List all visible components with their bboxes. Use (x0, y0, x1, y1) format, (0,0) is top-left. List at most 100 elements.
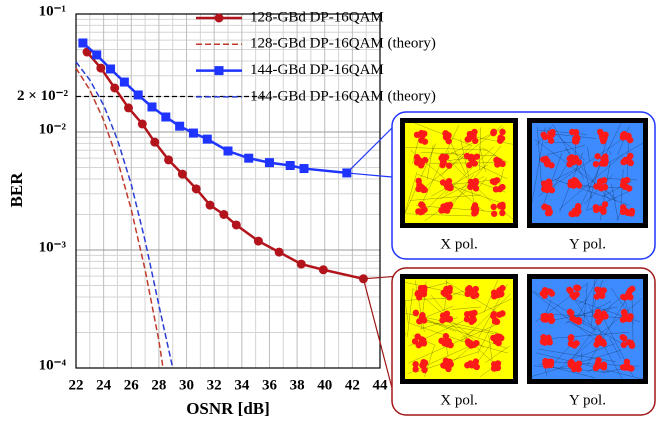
constellation-point (573, 362, 579, 368)
data-point (254, 237, 263, 246)
x-tick-label: 32 (207, 377, 222, 393)
constellation-point (546, 181, 552, 187)
constellation-point (412, 338, 418, 344)
data-point (106, 64, 115, 73)
constellation-point (440, 312, 446, 318)
constellation-point (491, 311, 497, 317)
series-line (76, 68, 163, 368)
constellation-point (601, 177, 607, 183)
legend-label: 144-GBd DP-16QAM (250, 62, 384, 78)
constellation-point (593, 313, 599, 319)
constellation-point (573, 129, 579, 135)
x-tick-label: 42 (345, 377, 360, 393)
constellation-point (547, 130, 553, 136)
constellation-point (627, 287, 633, 293)
constellation-point (464, 311, 470, 317)
constellation-point (445, 341, 451, 347)
y-tick-label: 10⁻³ (39, 239, 67, 255)
constellation-point (545, 210, 551, 216)
constellation-point (467, 184, 473, 190)
constellation-point (422, 360, 428, 366)
data-point (150, 138, 159, 147)
data-point (232, 220, 241, 229)
constellation-point (468, 288, 474, 294)
constellation-point (620, 132, 626, 138)
data-point (286, 161, 295, 170)
constellation-point (445, 132, 451, 138)
constellation-point (496, 159, 502, 165)
constellation-point (544, 187, 550, 193)
constellation-point (623, 183, 629, 189)
data-point (124, 103, 133, 112)
legend-marker (215, 14, 224, 23)
legend-label: 128-GBd DP-16QAM (theory) (250, 36, 436, 52)
constellation-point (602, 184, 608, 190)
data-point (78, 38, 87, 47)
constellation-point (573, 285, 579, 291)
y-tick-label: 10⁻² (39, 121, 67, 137)
data-point (189, 129, 198, 138)
data-point (224, 147, 233, 156)
constellation-point (566, 161, 572, 167)
constellation-point (542, 287, 548, 293)
constellation-point (470, 315, 476, 321)
data-point (110, 83, 119, 92)
x-tick-label: 38 (290, 377, 305, 393)
constellation-point (625, 133, 631, 139)
constellation-point (419, 208, 425, 214)
constellation-point (491, 365, 497, 371)
constellation-point (602, 157, 608, 163)
constellation-point (473, 178, 479, 184)
x-tick-label: 36 (262, 377, 278, 393)
data-point (275, 248, 284, 257)
constellation-point (447, 202, 453, 208)
constellation-point (542, 134, 548, 140)
constellation-point (595, 357, 601, 363)
x-tick-label: 34 (234, 377, 250, 393)
constellation-point (594, 153, 600, 159)
data-point (120, 78, 129, 87)
constellation-point (499, 129, 505, 135)
constellation-point (601, 341, 607, 347)
legend-label: 128-GBd DP-16QAM (250, 9, 384, 25)
constellation-point (548, 318, 554, 324)
constellation-point (472, 138, 478, 144)
constellation-point (546, 337, 552, 343)
constellation-point (499, 204, 505, 210)
y-tick-label: 10⁻⁴ (39, 357, 67, 373)
constellation-point (416, 157, 422, 163)
constellation-point (446, 288, 452, 294)
constellation-point (412, 366, 418, 372)
data-point (161, 113, 170, 122)
constellation-point (620, 204, 626, 210)
data-point (297, 260, 306, 269)
data-point (219, 210, 228, 219)
data-point (96, 64, 105, 73)
constellation-point (413, 310, 419, 316)
constellation-point (474, 153, 480, 159)
y-tick-label: 10⁻¹ (39, 3, 66, 19)
x-tick-label: 26 (124, 377, 140, 393)
x-tick-label: 40 (317, 377, 332, 393)
constellation-point (419, 184, 425, 190)
constellation-point (491, 204, 497, 210)
constellation-point (490, 335, 496, 341)
constellation-point (602, 201, 608, 207)
constellation-point (600, 207, 606, 213)
constellation-point (447, 316, 453, 322)
constellation-point (491, 178, 497, 184)
constellation-point (566, 287, 572, 293)
constellation-point (627, 294, 633, 300)
constellation-point (602, 132, 608, 138)
constellation-point (421, 340, 427, 346)
constellation-point (593, 161, 599, 167)
constellation-point (491, 211, 497, 217)
x-tick-label: 28 (151, 377, 166, 393)
x-tick-label: 44 (373, 377, 389, 393)
constellation-point (544, 161, 550, 167)
inset-label: Y pol. (569, 392, 606, 408)
constellation-point (499, 210, 505, 216)
constellation-point (600, 138, 606, 144)
constellation-point (570, 341, 576, 347)
y-axis-label: BER (7, 172, 26, 208)
